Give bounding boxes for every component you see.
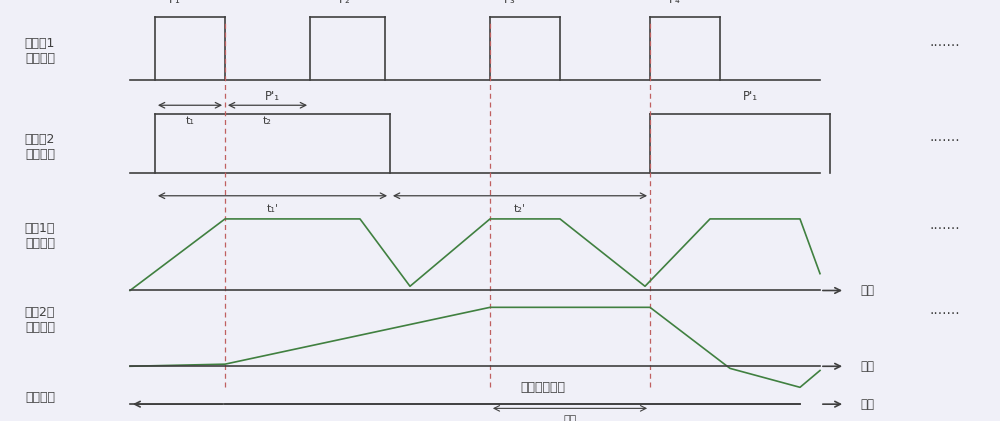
Text: ·······: ······· bbox=[930, 39, 960, 53]
Text: ·······: ······· bbox=[930, 222, 960, 237]
Text: t₁': t₁' bbox=[266, 204, 278, 214]
Text: t₁: t₁ bbox=[186, 116, 194, 126]
Text: 时序2的
匹配幅度: 时序2的 匹配幅度 bbox=[25, 306, 55, 334]
Text: t₂: t₂ bbox=[263, 116, 272, 126]
Text: 融合处理: 融合处理 bbox=[25, 392, 55, 404]
Text: 脉冲串2
发射时序: 脉冲串2 发射时序 bbox=[25, 133, 55, 161]
Text: P₄: P₄ bbox=[669, 0, 681, 6]
Text: 雷达作用距离: 雷达作用距离 bbox=[520, 381, 565, 394]
Text: P₂: P₂ bbox=[339, 0, 351, 6]
Text: P'₁: P'₁ bbox=[265, 90, 280, 103]
Text: ·······: ······· bbox=[930, 134, 960, 148]
Text: P'₁: P'₁ bbox=[742, 90, 758, 103]
Text: ·······: ······· bbox=[930, 306, 960, 321]
Text: t₂': t₂' bbox=[514, 204, 526, 214]
Text: 距离: 距离 bbox=[860, 398, 874, 410]
Text: 距离: 距离 bbox=[860, 284, 874, 297]
Text: P₁: P₁ bbox=[169, 0, 181, 6]
Text: 重叠
区域: 重叠 区域 bbox=[563, 415, 577, 421]
Text: 脉冲串1
发射时序: 脉冲串1 发射时序 bbox=[25, 37, 55, 64]
Text: 距离: 距离 bbox=[860, 360, 874, 373]
Text: P₃: P₃ bbox=[504, 0, 516, 6]
Text: 时序1的
匹配幅度: 时序1的 匹配幅度 bbox=[25, 222, 55, 250]
